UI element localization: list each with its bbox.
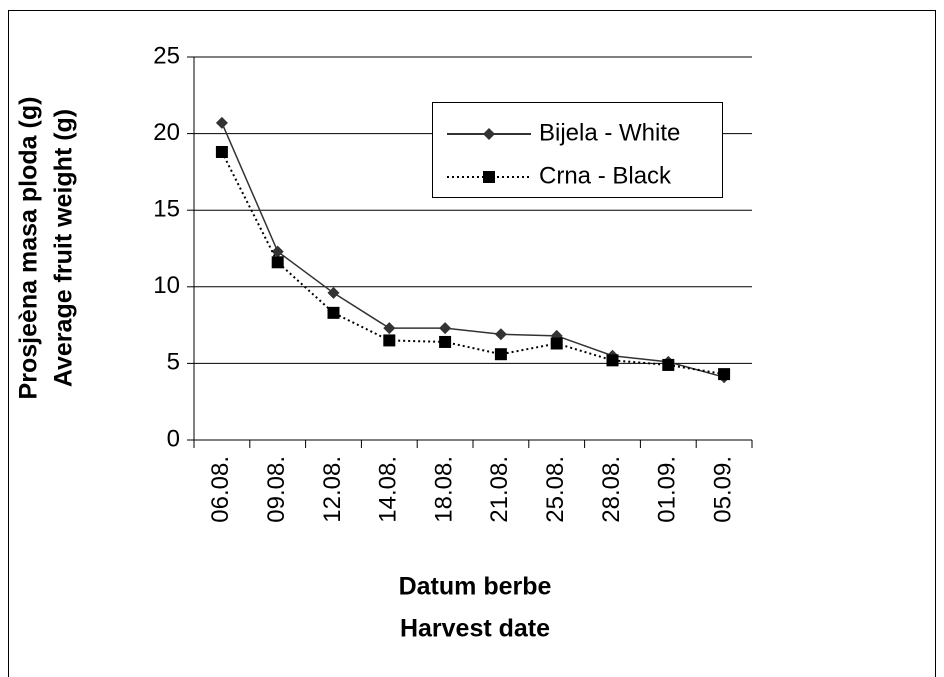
x-tick-label: 28.08. (598, 456, 625, 523)
x-tick-label: 05.09. (709, 456, 736, 523)
y-axis-label: Prosjeèna masa ploda (g) (15, 97, 43, 400)
x-axis-label: Harvest date (400, 615, 550, 643)
marker (327, 286, 340, 299)
y-axis-label: Average fruit weight (g) (50, 109, 78, 387)
y-tick-label: 10 (153, 272, 180, 299)
x-tick-label: 12.08. (319, 456, 346, 523)
series-line (221, 122, 725, 378)
marker (383, 322, 396, 335)
x-tick-label: 14.08. (375, 456, 402, 523)
legend (432, 102, 723, 198)
marker (271, 256, 284, 269)
x-tick-label: 09.08. (263, 456, 290, 523)
x-tick-label: 06.08. (207, 456, 234, 523)
marker (439, 322, 452, 335)
marker (662, 358, 675, 371)
x-axis-label: Datum berbe (399, 573, 552, 601)
x-tick-label: 01.09. (654, 456, 681, 523)
legend-label: Bijela - White (539, 119, 680, 146)
y-tick-label: 15 (153, 196, 180, 223)
legend-label: Crna - Black (539, 162, 672, 189)
series-line (221, 151, 725, 376)
y-tick-label: 20 (153, 119, 180, 146)
marker (383, 334, 396, 347)
frame (8, 10, 936, 677)
marker (718, 368, 731, 381)
marker (494, 328, 507, 341)
marker (215, 145, 228, 158)
marker (494, 348, 507, 361)
legend-marker (483, 128, 495, 140)
marker (439, 335, 452, 348)
marker (215, 116, 228, 129)
marker (327, 306, 340, 319)
y-tick-label: 5 (167, 349, 180, 376)
marker (550, 337, 563, 350)
y-tick-label: 0 (167, 425, 180, 452)
x-tick-label: 25.08. (542, 456, 569, 523)
legend-marker (483, 171, 495, 183)
x-tick-label: 21.08. (486, 456, 513, 523)
x-tick-label: 18.08. (430, 456, 457, 523)
y-tick-label: 25 (153, 42, 180, 69)
marker (606, 354, 619, 367)
